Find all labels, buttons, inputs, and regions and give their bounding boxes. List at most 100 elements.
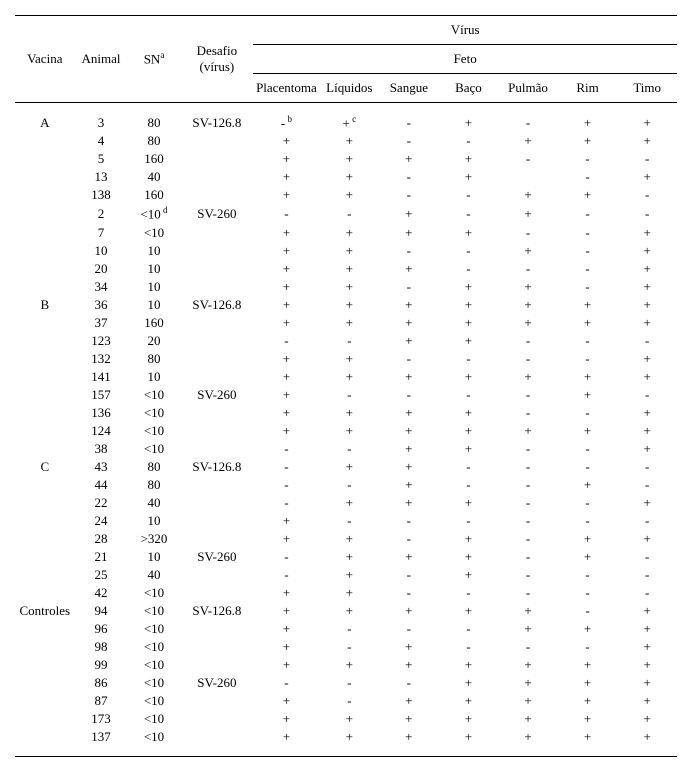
col-virus: Vírus [253,16,677,45]
cell-value: + [319,368,379,386]
cell-value: - [558,350,618,368]
table-row: 480++--+++ [15,132,677,150]
cell-animal: 4 [75,132,128,150]
cell-value: + [439,656,499,674]
cell-value: - [253,440,319,458]
cell-vacina [15,656,75,674]
col-sn: SNa [128,16,181,103]
cell-value: + [439,728,499,746]
cell-animal: 2 [75,204,128,223]
cell-value: + [253,132,319,150]
cell-value: - [558,638,618,656]
cell-desafio [180,168,253,186]
cell-value: - [319,476,379,494]
cell-vacina [15,386,75,404]
cell-value: - [617,476,677,494]
table-row: 5160++++--- [15,150,677,168]
cell-value: - [498,332,558,350]
cell-value: + [379,422,439,440]
cell-vacina [15,692,75,710]
cell-vacina [15,204,75,223]
cell-desafio [180,530,253,548]
cell-value: + [253,278,319,296]
cell-value: + [319,278,379,296]
cell-value: + [253,710,319,728]
cell-value: - [558,458,618,476]
cell-vacina [15,260,75,278]
table-row: 136<10++++--+ [15,404,677,422]
table-row: 173<10+++++++ [15,710,677,728]
cell-value: + [498,242,558,260]
table-row: C4380SV-126.8-++---- [15,458,677,476]
table-row: 98<10+-+---+ [15,638,677,656]
cell-vacina [15,494,75,512]
cell-value: + [319,350,379,368]
cell-sn: <10 [128,584,181,602]
cell-value: + [253,242,319,260]
cell-value: - [558,260,618,278]
cell-value: + [319,242,379,260]
cell-value: + [253,512,319,530]
cell-value: - [439,204,499,223]
cell-value: + [379,494,439,512]
cell-sn: <10 [128,656,181,674]
table-row: 99<10+++++++ [15,656,677,674]
table-row: 2010+++---+ [15,260,677,278]
table-row: 37160+++++++ [15,314,677,332]
cell-value: - [617,204,677,223]
cell-value: + [319,566,379,584]
cell-sn: <10 [128,674,181,692]
cell-animal: 21 [75,548,128,566]
cell-sn: <10 [128,620,181,638]
cell-value: + [617,710,677,728]
cell-vacina [15,638,75,656]
cell-animal: 43 [75,458,128,476]
cell-animal: 5 [75,150,128,168]
cell-sn: 160 [128,314,181,332]
col-pulmão: Pulmão [498,74,558,103]
cell-vacina [15,710,75,728]
cell-desafio: SV-260 [180,674,253,692]
cell-sn: <10 [128,224,181,242]
cell-value: - [439,476,499,494]
cell-value: - [319,440,379,458]
col-timo: Timo [617,74,677,103]
cell-desafio [180,656,253,674]
cell-value: + [253,404,319,422]
cell-value: + [319,314,379,332]
cell-vacina [15,530,75,548]
cell-value: + [558,386,618,404]
cell-value: + [558,548,618,566]
cell-value: - [253,674,319,692]
table-row: 2<10 dSV-260--+-+-- [15,204,677,223]
cell-desafio [180,566,253,584]
cell-vacina [15,620,75,638]
cell-vacina: A [15,113,75,132]
cell-value: + [379,692,439,710]
cell-value: - [439,620,499,638]
cell-sn: 10 [128,512,181,530]
cell-value: + [558,656,618,674]
cell-value: + [319,296,379,314]
cell-value: + [558,710,618,728]
cell-vacina [15,278,75,296]
cell-animal: 138 [75,186,128,204]
cell-sn: 10 [128,278,181,296]
cell-desafio [180,728,253,746]
cell-vacina [15,512,75,530]
cell-value: + [319,710,379,728]
cell-desafio: SV-126.8 [180,458,253,476]
cell-value: + [439,566,499,584]
cell-vacina [15,440,75,458]
cell-animal: 86 [75,674,128,692]
cell-animal: 99 [75,656,128,674]
cell-desafio [180,260,253,278]
cell-value: + [558,422,618,440]
col-rim: Rim [558,74,618,103]
cell-vacina [15,332,75,350]
cell-animal: 124 [75,422,128,440]
cell-value: + [617,530,677,548]
cell-value: + [379,458,439,476]
cell-value: + [439,530,499,548]
cell-value: + [617,440,677,458]
